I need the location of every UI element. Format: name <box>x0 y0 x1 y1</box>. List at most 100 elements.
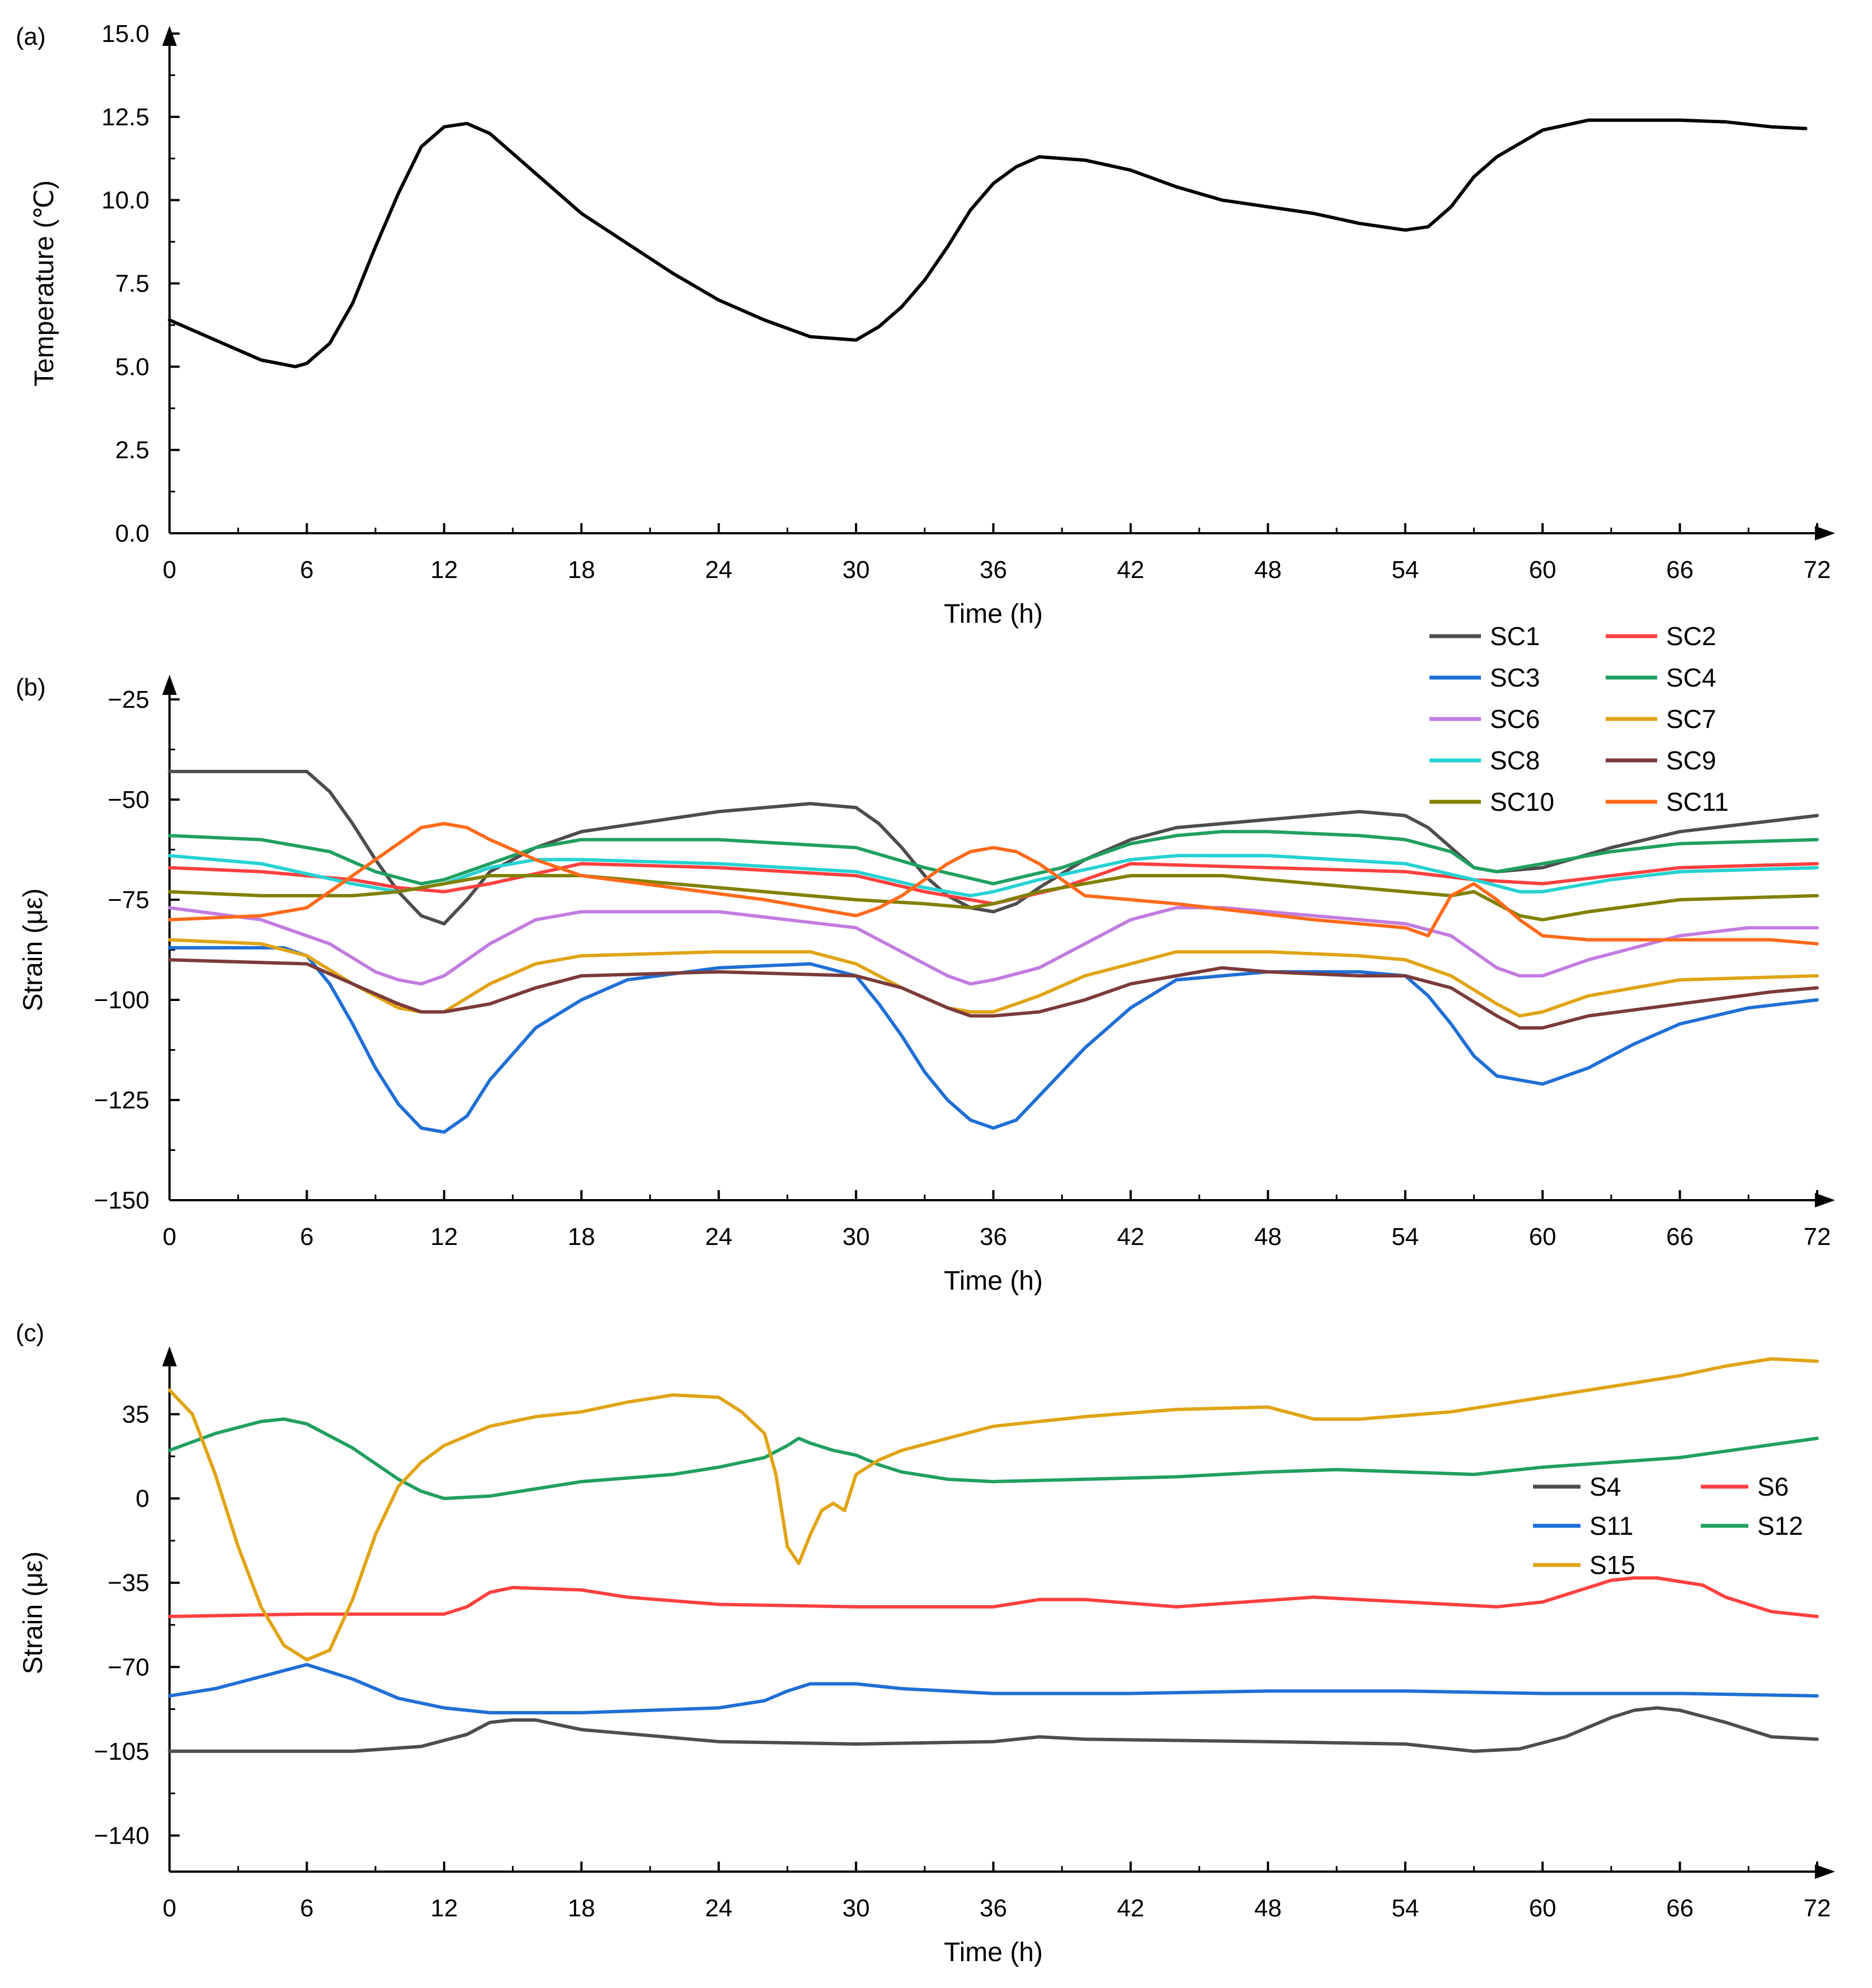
x-tick-label: 60 <box>1529 1223 1556 1251</box>
x-tick-label: 30 <box>843 1223 870 1251</box>
y-tick-label: −50 <box>107 786 149 814</box>
series-line-sc4 <box>168 830 1819 886</box>
y-tick-label: 2.5 <box>115 436 149 464</box>
y-axis-title: Strain (με) <box>18 889 48 1012</box>
x-tick-label: 0 <box>163 1895 176 1922</box>
x-tick-label: 48 <box>1254 556 1282 584</box>
x-axis-title: Time (h) <box>944 599 1043 629</box>
x-tick-label: 18 <box>568 556 595 584</box>
x-tick-label: 12 <box>430 1895 458 1922</box>
series-line-sc3 <box>168 946 1819 1134</box>
x-tick-label: 48 <box>1254 1895 1282 1922</box>
x-tick-label: 66 <box>1666 556 1694 584</box>
y-tick-label: 7.5 <box>115 270 149 298</box>
x-tick-label: 24 <box>705 556 732 584</box>
panel-label: (c) <box>16 1319 44 1347</box>
legend-label-sc8: SC8 <box>1490 746 1540 775</box>
legend-label-s11: S11 <box>1589 1511 1633 1540</box>
legend-label-sc10: SC10 <box>1490 787 1554 816</box>
y-tick-label: −35 <box>107 1569 149 1597</box>
y-tick-label: 12.5 <box>101 104 149 131</box>
x-tick-label: 66 <box>1666 1223 1694 1251</box>
legend-label-s6: S6 <box>1757 1472 1789 1501</box>
legend-label-sc1: SC1 <box>1490 622 1540 651</box>
x-tick-label: 48 <box>1254 1223 1282 1251</box>
y-tick-label: −105 <box>94 1738 149 1765</box>
y-axis-title: Temperature (℃) <box>30 180 59 387</box>
x-tick-label: 42 <box>1117 556 1144 584</box>
y-tick-label: 10.0 <box>101 187 149 214</box>
x-tick-label: 60 <box>1529 556 1556 584</box>
series-line-s15 <box>168 1357 1819 1662</box>
legend-label-sc2: SC2 <box>1666 622 1716 651</box>
series-line-s11 <box>168 1663 1819 1714</box>
chart-panel-2: (c) 0 6 12 18 24 30 36 42 48 54 60 66 72 35 0 −35 −70 −105… <box>16 1319 1835 1967</box>
legend-label-sc7: SC7 <box>1666 704 1716 734</box>
x-tick-label: 72 <box>1804 1223 1831 1251</box>
series-line-s4 <box>168 1706 1819 1753</box>
series-line-s12 <box>168 1417 1819 1501</box>
x-tick-label: 30 <box>843 1895 870 1922</box>
x-tick-label: 36 <box>980 1895 1007 1922</box>
x-tick-label: 72 <box>1804 1895 1831 1922</box>
chart-panel-0: (a) 0 6 12 18 24 30 36 42 48 54 60 66 72 0.0 2.5 5.0 7.5 1… <box>16 20 1835 629</box>
y-axis-title: Strain (με) <box>18 1552 48 1675</box>
y-tick-label: −75 <box>107 886 149 914</box>
x-axis-title: Time (h) <box>944 1938 1043 1967</box>
x-axis-arrow <box>1815 526 1835 541</box>
x-tick-label: 6 <box>300 1223 313 1251</box>
y-tick-label: 0 <box>136 1485 149 1512</box>
x-tick-label: 42 <box>1117 1223 1144 1251</box>
panel-label: (b) <box>16 674 46 701</box>
x-tick-label: 54 <box>1391 1223 1419 1251</box>
legend: SC1 SC2 SC3 SC4 SC6 SC7 SC8 SC9 SC10 SC11 <box>1429 622 1729 816</box>
y-tick-label: 15.0 <box>101 20 149 48</box>
x-tick-label: 0 <box>163 556 176 584</box>
panel-label: (a) <box>16 23 46 50</box>
legend-label-sc9: SC9 <box>1666 746 1716 775</box>
x-tick-label: 12 <box>430 1223 458 1251</box>
legend-label-s4: S4 <box>1589 1472 1621 1501</box>
x-axis-arrow <box>1815 1864 1835 1879</box>
legend-label-sc11: SC11 <box>1666 787 1729 816</box>
series-line-sc10 <box>168 874 1819 922</box>
series-line-s6 <box>168 1576 1819 1618</box>
x-tick-label: 72 <box>1804 556 1831 584</box>
chart-panel-1: (b) 0 6 12 18 24 30 36 42 48 54 60 66 72 −25 −50 −75 −100… <box>16 622 1835 1296</box>
y-axis-arrow <box>162 675 177 695</box>
x-tick-label: 6 <box>300 1895 313 1922</box>
y-tick-label: 35 <box>122 1401 149 1428</box>
y-tick-label: −140 <box>94 1822 149 1849</box>
x-tick-label: 66 <box>1666 1895 1694 1922</box>
y-tick-label: 5.0 <box>115 353 149 380</box>
legend-label-sc4: SC4 <box>1666 663 1716 692</box>
x-tick-label: 30 <box>843 556 870 584</box>
x-tick-label: 36 <box>980 1223 1007 1251</box>
legend-label-s15: S15 <box>1589 1550 1635 1580</box>
x-tick-label: 18 <box>568 1223 595 1251</box>
y-tick-label: 0.0 <box>115 520 149 547</box>
x-tick-label: 24 <box>705 1895 732 1922</box>
x-tick-label: 60 <box>1529 1895 1556 1922</box>
y-axis-arrow <box>162 1346 177 1366</box>
y-tick-label: −25 <box>107 686 149 713</box>
x-tick-label: 36 <box>980 556 1007 584</box>
series-line-sc11 <box>168 822 1819 946</box>
legend-label-s12: S12 <box>1757 1511 1803 1540</box>
legend-label-sc3: SC3 <box>1490 663 1540 692</box>
x-tick-label: 42 <box>1117 1895 1144 1922</box>
legend: S4 S6 S11 S12 S15 <box>1533 1472 1803 1580</box>
x-tick-label: 54 <box>1391 1895 1419 1922</box>
y-tick-label: −100 <box>94 986 149 1014</box>
x-tick-label: 0 <box>163 1223 176 1251</box>
y-tick-label: −125 <box>94 1087 149 1114</box>
y-axis-arrow <box>162 26 177 46</box>
series-line-sc6 <box>168 906 1819 986</box>
legend-label-sc6: SC6 <box>1490 704 1540 734</box>
series-line-temperature <box>168 118 1808 369</box>
x-tick-label: 6 <box>300 556 313 584</box>
y-tick-label: −70 <box>107 1653 149 1681</box>
y-tick-label: −150 <box>94 1187 149 1214</box>
x-axis-arrow <box>1815 1193 1835 1207</box>
